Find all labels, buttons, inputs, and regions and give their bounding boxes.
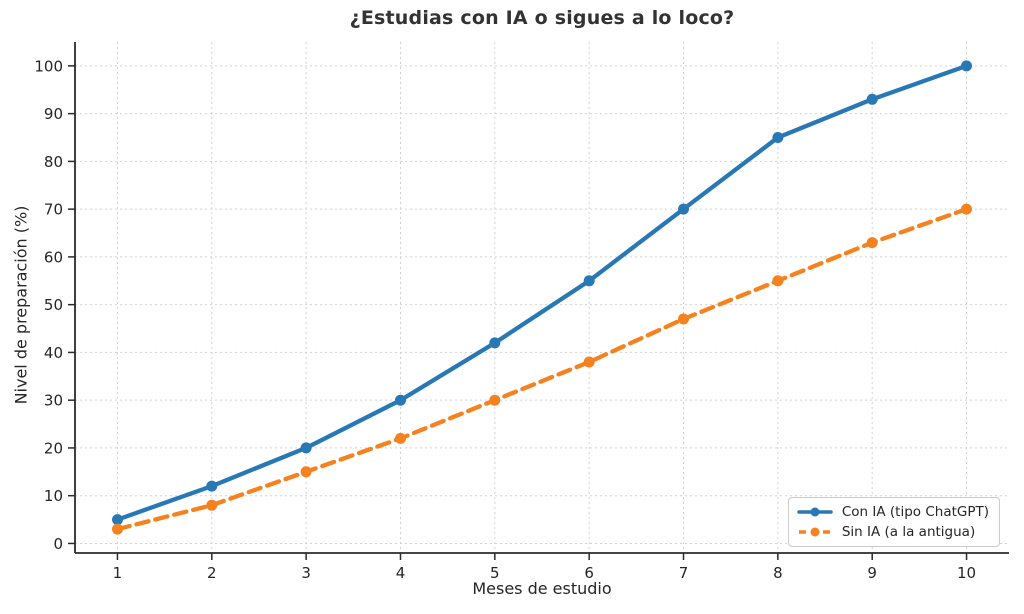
legend-label-sin-ia: Sin IA (a la antigua) xyxy=(841,524,976,540)
series-1-marker xyxy=(583,356,595,368)
chart-title: ¿Estudias con IA o sigues a lo loco? xyxy=(349,7,735,29)
x-tick-label: 8 xyxy=(773,564,783,582)
x-tick-label: 5 xyxy=(490,564,500,582)
series-0-marker xyxy=(489,337,501,349)
y-tick-label: 0 xyxy=(53,535,63,553)
x-tick-label: 6 xyxy=(584,564,594,582)
series-1-marker xyxy=(206,499,218,511)
y-tick-label: 70 xyxy=(44,201,63,219)
series-1-marker xyxy=(300,466,312,478)
y-tick-label: 40 xyxy=(44,344,63,362)
series-0-marker xyxy=(772,132,784,143)
x-tick-label: 10 xyxy=(957,564,976,582)
series-0-marker xyxy=(583,275,595,287)
x-tick-label: 2 xyxy=(207,564,217,582)
legend-label-con-ia: Con IA (tipo ChatGPT) xyxy=(841,504,989,520)
x-axis-label: Meses de estudio xyxy=(472,579,612,598)
legend-item-con-ia: Con IA (tipo ChatGPT) xyxy=(797,504,989,520)
y-tick-label: 30 xyxy=(44,392,63,410)
y-tick-label: 60 xyxy=(44,248,63,266)
series-0-marker xyxy=(961,60,972,72)
series-1-marker xyxy=(772,275,784,287)
series-0-marker xyxy=(395,394,406,406)
dashed-line-marker-icon xyxy=(798,527,831,537)
series-0-marker xyxy=(206,480,218,492)
y-tick-label: 80 xyxy=(44,153,63,171)
series-0-marker xyxy=(678,203,689,215)
y-axis-label: Nivel de preparación (%) xyxy=(11,205,31,405)
series-0-marker xyxy=(300,442,312,454)
x-tick-label: 9 xyxy=(867,564,877,582)
series-1-marker xyxy=(866,237,878,249)
y-tick-label: 100 xyxy=(34,57,63,75)
series-line-0 xyxy=(115,63,969,522)
series-1-marker xyxy=(678,313,689,325)
solid-line-marker-icon xyxy=(797,507,833,517)
x-tick-label: 1 xyxy=(113,564,123,582)
y-tick-label: 50 xyxy=(44,296,63,314)
series-line-1 xyxy=(115,206,969,532)
legend-dot-con-ia xyxy=(810,507,820,517)
x-tick-label: 4 xyxy=(396,564,406,582)
legend: Con IA (tipo ChatGPT) Sin IA (a la antig… xyxy=(787,497,1000,547)
series-1-marker xyxy=(489,394,501,406)
y-tick-label: 90 xyxy=(44,105,63,123)
series-1-marker xyxy=(112,523,123,535)
legend-dot-sin-ia xyxy=(810,527,820,537)
series-0-marker xyxy=(866,93,878,105)
y-tick-label: 10 xyxy=(44,487,63,505)
x-tick-label: 7 xyxy=(679,564,689,582)
legend-item-sin-ia: Sin IA (a la antigua) xyxy=(797,524,989,540)
series-0-marker xyxy=(112,514,123,526)
series-1-marker xyxy=(395,432,406,444)
series-1-marker xyxy=(961,203,972,215)
y-tick-label: 20 xyxy=(44,439,63,457)
x-tick-label: 3 xyxy=(301,564,311,582)
